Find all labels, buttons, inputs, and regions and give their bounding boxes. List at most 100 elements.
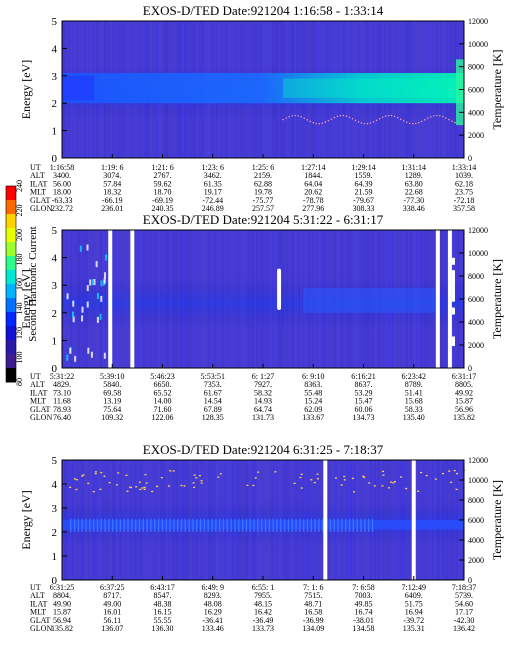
dotted-trace [195, 477, 198, 479]
sparse-feature [451, 270, 455, 278]
dotted-trace [369, 122, 372, 124]
row-value: 7955. [254, 591, 272, 600]
y2-axis-label: Temperature [K] [490, 480, 504, 560]
white-feature [277, 268, 282, 311]
noise-column [208, 230, 210, 368]
dotted-trace [168, 485, 171, 487]
striation [257, 518, 259, 532]
row-value: 69.58 [103, 388, 121, 397]
row-value: 19.17 [204, 188, 222, 197]
dotted-trace [392, 482, 395, 484]
striation [348, 518, 351, 532]
row-value: 17.17 [455, 608, 473, 617]
striation [203, 518, 206, 532]
dotted-trace [141, 487, 144, 489]
noise-column [76, 230, 78, 368]
noise-column [228, 230, 230, 368]
row-value: 6409. [405, 591, 423, 600]
sparse-feature [96, 316, 99, 323]
y-tick-label: 4 [52, 43, 58, 55]
dotted-trace [420, 471, 423, 474]
striation [226, 518, 229, 532]
dotted-trace [412, 123, 414, 125]
row-value: 7: 6:58 [352, 583, 374, 592]
striation [364, 518, 366, 532]
noise-column [194, 230, 196, 368]
sparse-feature [90, 351, 93, 358]
panel-2 [61, 229, 465, 369]
row-value: 133.67 [302, 413, 324, 422]
noise-column [262, 230, 264, 368]
row-value: 14.93 [254, 397, 272, 406]
chart-title: EXOS-D/TED Date:921204 1:16:58 - 1:33:14 [143, 3, 384, 18]
dotted-trace [315, 122, 317, 125]
dotted-trace [368, 482, 371, 484]
y2-tick-label: 6000 [468, 516, 484, 525]
sparse-feature [103, 352, 106, 359]
striation [222, 518, 225, 532]
dotted-trace [330, 118, 333, 120]
row-label: ILAT [30, 179, 47, 188]
noise-column [220, 230, 222, 368]
dotted-trace [108, 482, 111, 484]
dotted-trace [381, 485, 384, 487]
row-value: 18.32 [103, 188, 121, 197]
dotted-trace [448, 470, 451, 472]
y-tick-label: 1 [52, 335, 58, 347]
row-value: 4829. [53, 380, 71, 389]
dotted-trace [425, 474, 428, 477]
dotted-trace [415, 122, 417, 125]
y-axis-label: Energy [eV] [19, 269, 33, 328]
dotted-trace [327, 120, 330, 122]
noise-column [224, 230, 226, 368]
dotted-trace [393, 480, 396, 483]
y2-axis-label: Temperature [K] [490, 259, 504, 339]
noise-column [258, 230, 260, 368]
noise-column [298, 230, 300, 368]
row-value: 53.29 [355, 388, 373, 397]
colorbar-swatch [6, 340, 16, 355]
dotted-trace [300, 473, 303, 475]
sparse-feature [69, 347, 72, 354]
dotted-trace [73, 478, 76, 480]
striation [249, 518, 251, 532]
row-value: 8637. [355, 380, 373, 389]
row-value: 1:19: 6 [101, 163, 123, 172]
noise-column [144, 230, 146, 368]
striation [367, 518, 370, 532]
colorbar-tick-label: 100 [15, 352, 24, 364]
row-value: 20.62 [304, 188, 322, 197]
sparse-feature [104, 254, 107, 261]
row-value: 1844. [304, 171, 322, 180]
dotted-trace [378, 117, 381, 120]
dotted-trace [82, 474, 85, 476]
row-value: 15.68 [405, 397, 423, 406]
noise-column [88, 230, 90, 368]
noise-column [248, 230, 250, 368]
chart-title: EXOS-D/TED Date:921204 6:31:25 - 7:18:37 [143, 442, 384, 457]
dotted-trace [360, 122, 363, 124]
dotted-trace [126, 490, 129, 492]
dotted-trace [309, 120, 311, 123]
striation [272, 518, 274, 532]
noise-column [120, 230, 122, 368]
striation [280, 518, 282, 532]
row-value: 6:43:17 [150, 583, 174, 592]
row-value: 257.57 [252, 204, 274, 213]
noise-column [196, 230, 198, 368]
colorbar-swatch [6, 284, 16, 299]
noise-column [256, 230, 258, 368]
noise-column [264, 230, 266, 368]
noise-column [90, 230, 92, 368]
sparse-feature [451, 291, 455, 299]
dotted-trace [193, 474, 196, 476]
dotted-trace [300, 487, 303, 489]
noise-column [116, 230, 118, 368]
y2-tick-label: 12000 [468, 17, 488, 26]
dotted-trace [339, 114, 342, 117]
dotted-trace [299, 476, 302, 479]
dotted-trace [351, 477, 354, 480]
colorbar-swatch [6, 200, 16, 215]
noise-column [454, 230, 456, 368]
striation [100, 518, 102, 532]
